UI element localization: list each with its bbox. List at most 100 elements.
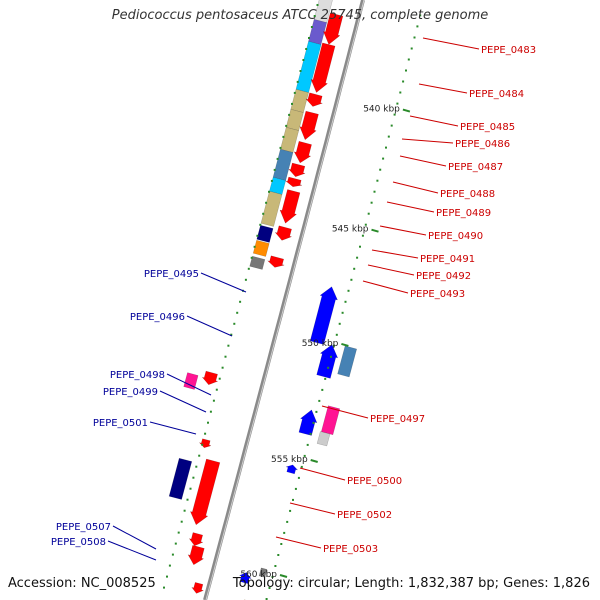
minor-tick-right xyxy=(177,531,180,534)
topology-text: Topology: circular; Length: 1,832,387 bp… xyxy=(232,576,590,591)
minor-tick-right xyxy=(168,564,171,567)
minor-tick-right xyxy=(227,344,230,347)
label-leader-line xyxy=(422,37,480,50)
minor-tick-left xyxy=(306,443,309,446)
label-leader-line xyxy=(112,525,157,550)
forward-gene-label: PEPE_0485 xyxy=(460,122,515,133)
cog-segment xyxy=(249,255,266,270)
forward-gene-label: PEPE_0491 xyxy=(420,254,475,265)
forward-gene-label: PEPE_0490 xyxy=(428,231,483,242)
minor-tick-right xyxy=(201,443,204,446)
minor-tick-right xyxy=(268,190,270,193)
minor-tick-right xyxy=(288,113,291,116)
minor-tick-left xyxy=(265,598,268,600)
reverse-gene-arrow xyxy=(316,431,331,447)
label-leader-line xyxy=(200,272,247,293)
cog-track-layer xyxy=(249,0,333,270)
minor-tick-left xyxy=(280,543,283,545)
reverse-gene-label: PEPE_0496 xyxy=(130,312,185,323)
minor-tick-left xyxy=(332,344,335,347)
forward-gene-label: PEPE_0488 xyxy=(440,189,495,200)
minor-tick-left xyxy=(335,333,338,336)
minor-tick-left xyxy=(318,399,321,402)
minor-tick-left xyxy=(361,234,364,237)
minor-tick-right xyxy=(316,4,319,6)
minor-tick-left xyxy=(390,124,393,127)
minor-tick-right xyxy=(186,498,189,501)
minor-tick-left xyxy=(347,289,350,292)
minor-tick-right xyxy=(276,157,279,160)
minor-tick-left xyxy=(419,14,422,17)
label-leader-line xyxy=(418,83,468,94)
minor-tick-left xyxy=(405,69,407,72)
minor-tick-right xyxy=(174,542,177,545)
forward-gene-arrow xyxy=(322,12,344,45)
major-tick xyxy=(341,342,349,347)
minor-tick-right xyxy=(291,102,293,105)
minor-tick-right xyxy=(296,80,299,83)
backbone-layer xyxy=(203,0,365,600)
minor-tick-right xyxy=(310,26,313,28)
forward-gene-label: PEPE_0502 xyxy=(337,510,392,521)
label-leader-line xyxy=(299,467,346,481)
minor-tick-right xyxy=(250,256,253,259)
minor-tick-left xyxy=(341,311,344,314)
minor-tick-left xyxy=(309,432,312,435)
minor-tick-right xyxy=(282,135,285,138)
minor-tick-left xyxy=(324,377,327,380)
genome-backbone-line xyxy=(203,0,365,600)
forward-gene-arrow xyxy=(188,532,204,547)
minor-tick-left xyxy=(353,267,356,270)
minor-tick-left xyxy=(274,565,277,567)
minor-tick-right xyxy=(230,333,233,336)
reverse-gene-label: PEPE_0507 xyxy=(56,522,111,533)
minor-tick-left xyxy=(297,476,300,479)
major-tick xyxy=(371,228,379,233)
label-leader-line xyxy=(392,181,439,194)
minor-tick-right xyxy=(253,245,256,248)
forward-gene-label: PEPE_0483 xyxy=(481,45,536,56)
forward-gene-arrow xyxy=(187,544,205,566)
minor-tick-right xyxy=(265,201,268,204)
minor-tick-left xyxy=(382,157,385,160)
minor-tick-left xyxy=(393,113,396,116)
minor-tick-left xyxy=(277,554,280,556)
minor-tick-left xyxy=(330,355,332,358)
cog-segment xyxy=(290,88,309,113)
minor-tick-right xyxy=(313,15,316,17)
forward-gene-label: PEPE_0500 xyxy=(347,476,402,487)
minor-tick-left xyxy=(300,465,303,468)
minor-tick-right xyxy=(244,278,247,281)
label-leader-line xyxy=(321,405,369,419)
minor-tick-left xyxy=(376,179,379,182)
minor-tick-left xyxy=(327,366,330,369)
accession-text: Accession: NC_008525 xyxy=(8,576,156,591)
label-leader-line xyxy=(289,502,336,515)
minor-tick-right xyxy=(180,520,183,523)
forward-gene-label: PEPE_0486 xyxy=(455,139,510,150)
minor-tick-left xyxy=(289,509,292,512)
scale-tick-layer: 540 kbp 545 kbp 550 kbp 555 kbp 560 kbp xyxy=(163,4,422,600)
cog-segment xyxy=(272,148,294,181)
minor-tick-left xyxy=(370,201,373,204)
scale-label: 555 kbp xyxy=(271,455,308,465)
minor-tick-left xyxy=(385,146,387,149)
minor-tick-right xyxy=(270,179,273,182)
scale-label: 545 kbp xyxy=(332,225,369,235)
label-leader-line xyxy=(399,155,447,167)
minor-tick-right xyxy=(207,421,209,424)
minor-tick-right xyxy=(171,553,174,556)
minor-tick-right xyxy=(192,476,195,479)
minor-tick-left xyxy=(292,498,294,501)
scale-label: 560 kbp xyxy=(240,570,277,580)
minor-tick-right xyxy=(163,586,165,589)
minor-tick-right xyxy=(198,454,201,457)
forward-gene-label: PEPE_0484 xyxy=(469,89,524,100)
reverse-gene-arrow xyxy=(258,567,268,578)
forward-gene-arrow xyxy=(274,225,293,241)
forward-gene-arrow xyxy=(201,370,219,385)
minor-tick-right xyxy=(259,223,262,226)
forward-gene-arrow xyxy=(279,189,301,224)
minor-tick-left xyxy=(321,388,324,391)
